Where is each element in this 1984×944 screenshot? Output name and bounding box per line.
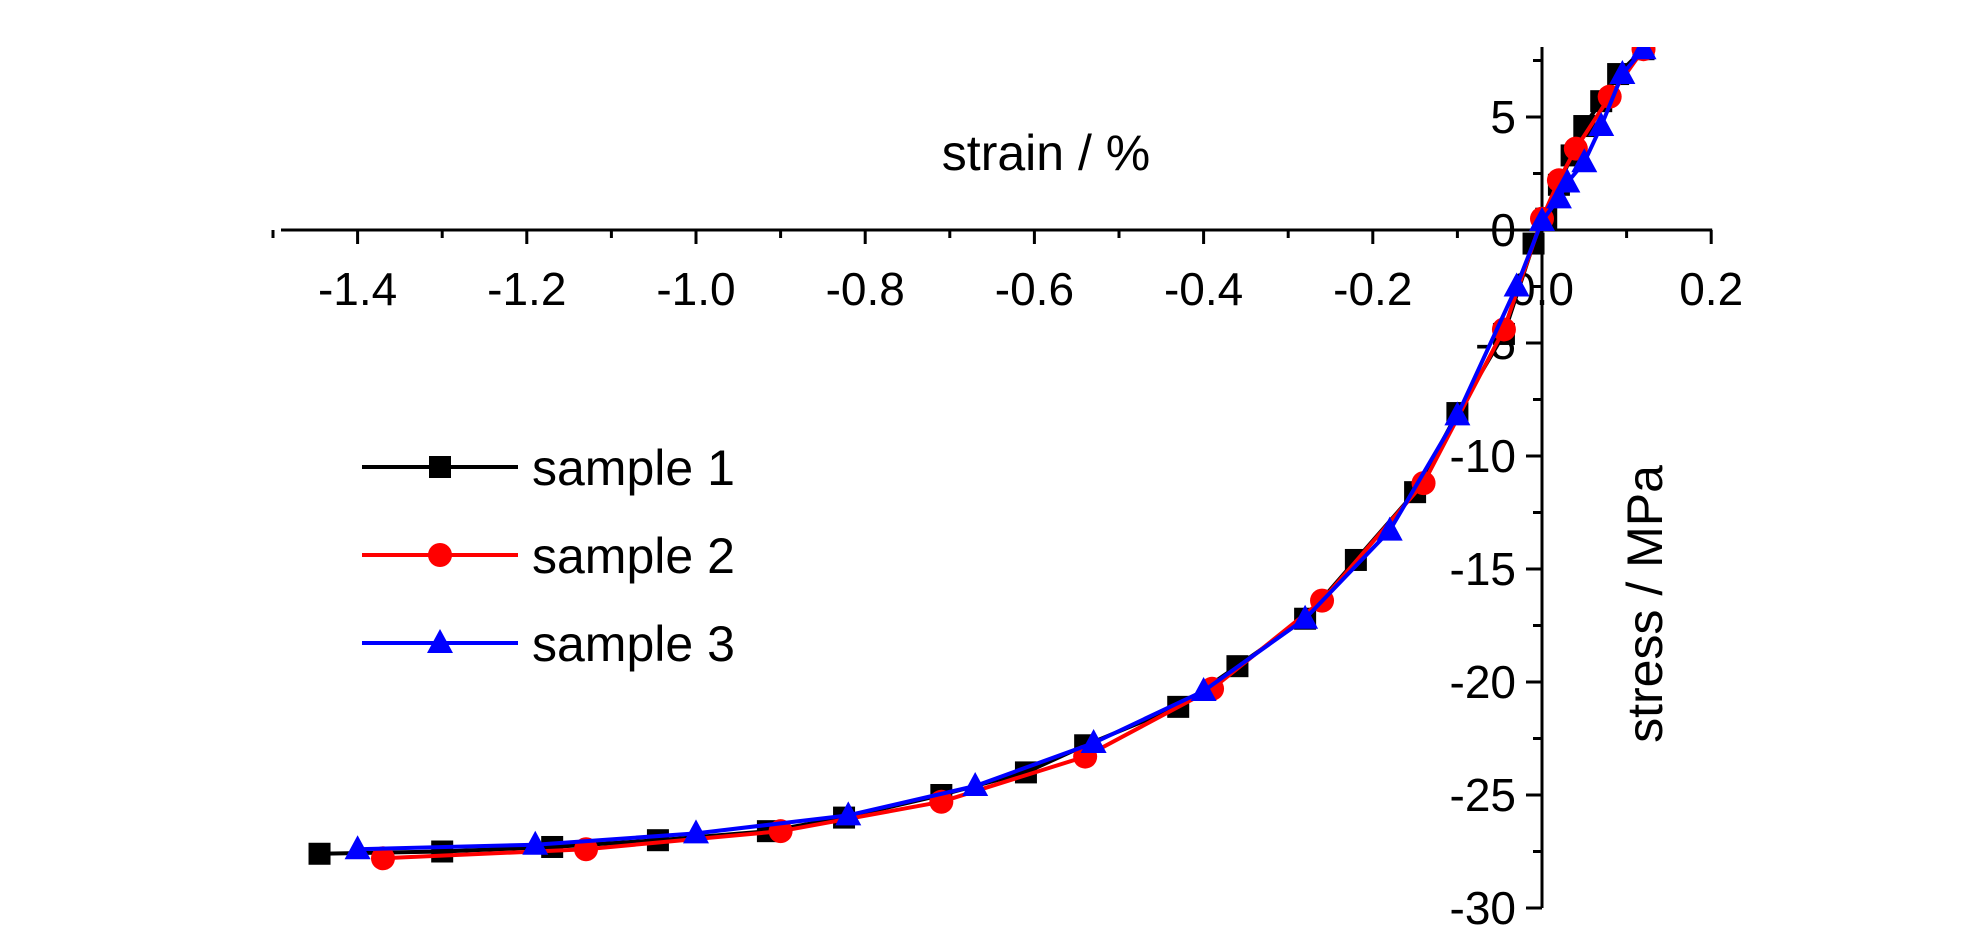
legend-marker bbox=[428, 543, 452, 567]
data-point bbox=[1573, 115, 1596, 138]
legend-label: sample 1 bbox=[532, 440, 735, 496]
x-axis-title: strain / % bbox=[942, 125, 1150, 181]
y-tick-label: -30 bbox=[1450, 882, 1516, 934]
data-point bbox=[1545, 184, 1572, 209]
x-tick-label: -0.2 bbox=[1333, 263, 1412, 315]
data-point bbox=[522, 830, 549, 855]
legend-label: sample 2 bbox=[532, 528, 735, 584]
x-tick-label: -1.0 bbox=[656, 263, 735, 315]
data-point bbox=[1190, 677, 1217, 702]
data-point bbox=[1571, 148, 1598, 173]
x-tick-label: -0.6 bbox=[995, 263, 1074, 315]
x-tick-label: 0.2 bbox=[1679, 263, 1743, 315]
data-point bbox=[683, 819, 709, 844]
data-point bbox=[835, 801, 862, 826]
data-point bbox=[1444, 401, 1471, 426]
legend: sample 1 sample 2 sample 3 bbox=[362, 440, 735, 672]
data-point bbox=[1529, 206, 1555, 231]
legend-label: sample 3 bbox=[532, 616, 735, 672]
x-tick-label: -1.2 bbox=[487, 263, 566, 315]
x-axis: -1.4 -1.2 -1.0 -0.8 -0.6 -0.4 -0.2 0.0 0.2 bbox=[271, 228, 1743, 315]
y-axis-title: stress / MPa bbox=[1617, 465, 1673, 743]
x-tick-label: -0.4 bbox=[1164, 263, 1243, 315]
x-tick-label: -0.8 bbox=[826, 263, 905, 315]
data-point bbox=[1292, 604, 1319, 629]
data-point bbox=[431, 840, 454, 863]
y-tick-label: 0 bbox=[1490, 204, 1516, 256]
y-tick-label: -25 bbox=[1450, 769, 1516, 821]
series-layer bbox=[308, 47, 1657, 871]
data-point bbox=[1080, 729, 1107, 754]
data-point bbox=[1554, 168, 1581, 193]
data-point bbox=[344, 835, 371, 860]
y-tick-label: -10 bbox=[1450, 430, 1516, 482]
y-axis: 50-5-10-15-20-25-30 bbox=[1450, 47, 1544, 934]
data-point bbox=[308, 842, 331, 865]
y-tick-label: -15 bbox=[1450, 543, 1516, 595]
data-point bbox=[1609, 60, 1636, 85]
x-tick-label: -1.4 bbox=[318, 263, 397, 315]
data-point bbox=[1630, 47, 1657, 60]
legend-marker bbox=[427, 629, 453, 653]
y-tick-label: 5 bbox=[1490, 91, 1516, 143]
data-point bbox=[1376, 516, 1403, 541]
y-tick-label: -20 bbox=[1450, 656, 1516, 708]
data-point bbox=[370, 846, 395, 871]
legend-marker bbox=[429, 456, 451, 478]
series-3 bbox=[344, 47, 1657, 860]
data-point bbox=[962, 771, 989, 796]
data-point bbox=[1588, 112, 1615, 137]
data-point bbox=[1411, 471, 1436, 496]
data-point bbox=[1503, 272, 1530, 297]
